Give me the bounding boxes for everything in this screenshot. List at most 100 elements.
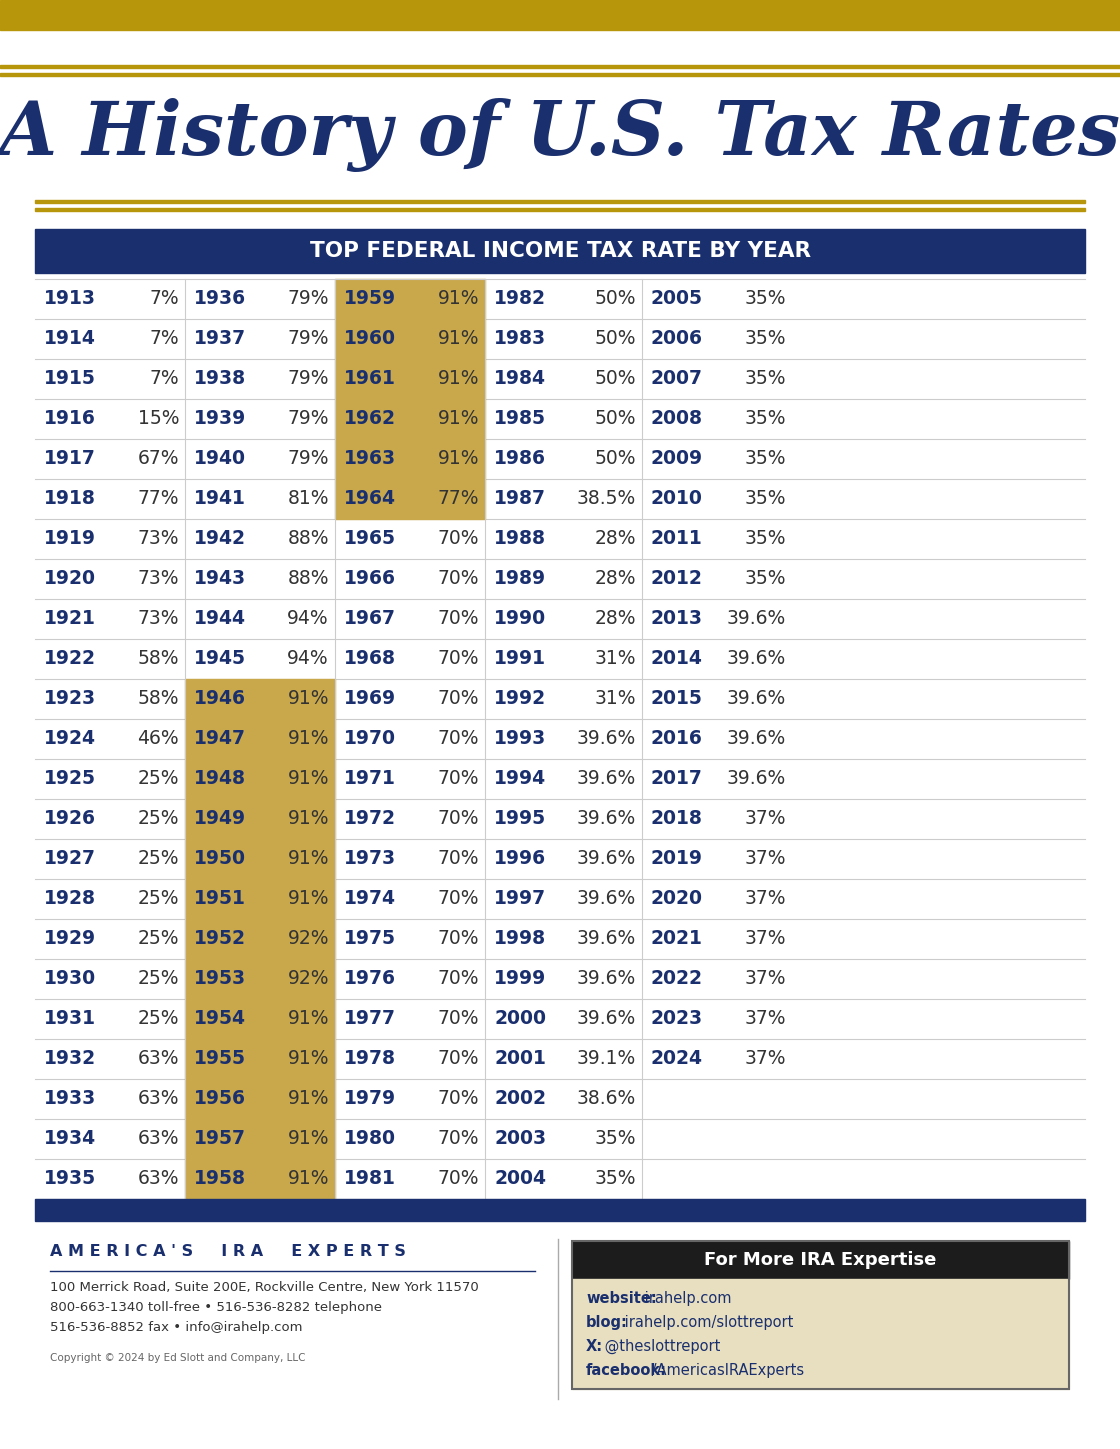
Text: 79%: 79%	[288, 369, 329, 388]
Text: /AmericasIRAExperts: /AmericasIRAExperts	[647, 1364, 804, 1378]
Text: 1922: 1922	[44, 649, 96, 668]
Text: 37%: 37%	[745, 890, 786, 909]
Text: 35%: 35%	[745, 490, 786, 509]
Text: 2006: 2006	[651, 329, 703, 349]
Bar	[35, 1198, 1085, 1222]
Text: 70%: 70%	[438, 610, 479, 629]
Text: 1965: 1965	[344, 529, 396, 549]
Text: 800-663-1340 toll-free • 516-536-8282 telephone: 800-663-1340 toll-free • 516-536-8282 te…	[50, 1301, 382, 1314]
Text: 31%: 31%	[595, 690, 636, 709]
Text: 35%: 35%	[595, 1130, 636, 1149]
Text: 7%: 7%	[149, 329, 179, 349]
Text: 39.6%: 39.6%	[727, 690, 786, 709]
Bar	[572, 1240, 1068, 1390]
Bar	[185, 1080, 335, 1119]
Text: 1974: 1974	[344, 890, 396, 909]
Text: 35%: 35%	[595, 1169, 636, 1188]
Text: irahelp.com/slottreport: irahelp.com/slottreport	[620, 1316, 793, 1330]
Text: 35%: 35%	[745, 329, 786, 349]
Text: 1933: 1933	[44, 1090, 96, 1108]
Text: 1927: 1927	[44, 849, 96, 868]
Text: 1959: 1959	[344, 290, 396, 309]
Text: 70%: 70%	[438, 890, 479, 909]
Text: 1966: 1966	[344, 569, 396, 588]
Text: 1943: 1943	[194, 569, 246, 588]
Bar	[572, 1279, 1068, 1390]
Text: 91%: 91%	[288, 1169, 329, 1188]
Text: A History of U.S. Tax Rates: A History of U.S. Tax Rates	[0, 99, 1120, 172]
Text: TOP FEDERAL INCOME TAX RATE BY YEAR: TOP FEDERAL INCOME TAX RATE BY YEAR	[309, 241, 811, 261]
Text: 1962: 1962	[344, 410, 396, 429]
Text: 77%: 77%	[438, 490, 479, 509]
Text: 39.6%: 39.6%	[577, 849, 636, 868]
Text: 25%: 25%	[138, 769, 179, 788]
Text: 91%: 91%	[438, 290, 479, 309]
Text: 1915: 1915	[44, 369, 96, 388]
Text: 1955: 1955	[194, 1049, 246, 1068]
Text: 91%: 91%	[288, 1010, 329, 1029]
Text: 28%: 28%	[595, 529, 636, 549]
Text: 1964: 1964	[344, 490, 396, 509]
Text: X:: X:	[586, 1339, 604, 1353]
Text: 63%: 63%	[138, 1049, 179, 1068]
Text: 91%: 91%	[438, 329, 479, 349]
Text: 79%: 79%	[288, 449, 329, 468]
Text: 1926: 1926	[44, 810, 96, 829]
Text: 1935: 1935	[44, 1169, 96, 1188]
Text: 91%: 91%	[288, 690, 329, 709]
Text: 39.6%: 39.6%	[577, 890, 636, 909]
Text: 1973: 1973	[344, 849, 396, 868]
Text: 94%: 94%	[288, 610, 329, 629]
Bar	[335, 439, 485, 480]
Text: 92%: 92%	[288, 929, 329, 949]
Text: 1990: 1990	[494, 610, 547, 629]
Text: @theslottreport: @theslottreport	[599, 1339, 720, 1355]
Text: 37%: 37%	[745, 810, 786, 829]
Text: 35%: 35%	[745, 529, 786, 549]
Text: 1956: 1956	[194, 1090, 246, 1108]
Text: 2020: 2020	[651, 890, 703, 909]
Text: 1997: 1997	[494, 890, 547, 909]
Text: 1953: 1953	[194, 969, 246, 988]
Text: 1928: 1928	[44, 890, 96, 909]
Text: 28%: 28%	[595, 610, 636, 629]
Text: 1932: 1932	[44, 1049, 96, 1068]
Text: 1981: 1981	[344, 1169, 395, 1188]
Text: 2014: 2014	[651, 649, 703, 668]
Text: 50%: 50%	[595, 329, 636, 349]
Text: 1998: 1998	[494, 929, 547, 949]
Text: 91%: 91%	[288, 1130, 329, 1149]
Text: 79%: 79%	[288, 329, 329, 349]
Text: 91%: 91%	[288, 1049, 329, 1068]
Text: A M E R I C A ' S     I R A     E X P E R T S: A M E R I C A ' S I R A E X P E R T S	[50, 1245, 405, 1259]
Text: 1913: 1913	[44, 290, 96, 309]
Text: 91%: 91%	[288, 810, 329, 829]
Text: For More IRA Expertise: For More IRA Expertise	[704, 1250, 936, 1269]
Text: 38.5%: 38.5%	[577, 490, 636, 509]
Text: 37%: 37%	[745, 849, 786, 868]
Bar	[185, 1119, 335, 1159]
Text: 91%: 91%	[288, 1090, 329, 1108]
Bar	[185, 1159, 335, 1198]
Bar	[185, 839, 335, 880]
Text: 1993: 1993	[494, 729, 547, 749]
Bar	[0, 0, 1120, 30]
Text: 2010: 2010	[651, 490, 703, 509]
Text: 35%: 35%	[745, 369, 786, 388]
Text: irahelp.com: irahelp.com	[641, 1291, 731, 1306]
Text: 91%: 91%	[288, 849, 329, 868]
Text: 2022: 2022	[651, 969, 703, 988]
Text: 2008: 2008	[651, 410, 703, 429]
Text: 1931: 1931	[44, 1010, 96, 1029]
Text: 1937: 1937	[194, 329, 246, 349]
Text: 1987: 1987	[494, 490, 547, 509]
Text: 1930: 1930	[44, 969, 96, 988]
Text: 37%: 37%	[745, 969, 786, 988]
Text: 35%: 35%	[745, 290, 786, 309]
Text: 50%: 50%	[595, 410, 636, 429]
Text: 2021: 2021	[651, 929, 703, 949]
Text: 1988: 1988	[494, 529, 547, 549]
Bar	[185, 919, 335, 959]
Text: 58%: 58%	[138, 690, 179, 709]
Text: 63%: 63%	[138, 1169, 179, 1188]
